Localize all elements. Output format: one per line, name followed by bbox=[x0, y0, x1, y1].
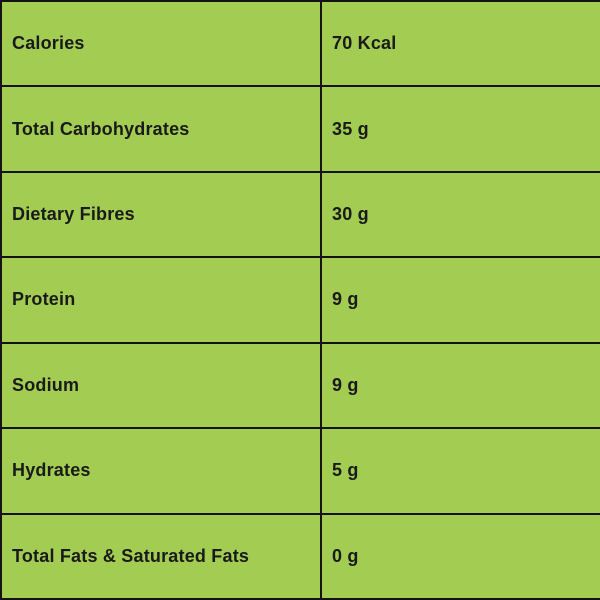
nutrient-label-cell: Dietary Fibres bbox=[0, 170, 322, 259]
nutrient-value-cell: 9 g bbox=[320, 256, 600, 344]
nutrient-label-cell: Total Fats & Saturated Fats bbox=[0, 512, 322, 600]
nutrient-label-cell: Sodium bbox=[0, 341, 322, 430]
nutrient-value-cell: 9 g bbox=[320, 341, 600, 430]
table-row: Total Fats & Saturated Fats 0 g bbox=[0, 512, 600, 600]
table-row: Calories 70 Kcal bbox=[0, 0, 600, 88]
nutrient-value-cell: 35 g bbox=[320, 85, 600, 173]
nutrient-label-cell: Total Carbohydrates bbox=[0, 85, 322, 173]
table-row: Dietary Fibres 30 g bbox=[0, 170, 600, 259]
table-row: Hydrates 5 g bbox=[0, 427, 600, 515]
nutrient-value-cell: 5 g bbox=[320, 427, 600, 515]
nutrient-value-cell: 0 g bbox=[320, 512, 600, 600]
nutrient-value-cell: 30 g bbox=[320, 170, 600, 259]
nutrient-label-cell: Protein bbox=[0, 256, 322, 344]
table-row: Total Carbohydrates 35 g bbox=[0, 85, 600, 173]
nutrient-label-cell: Calories bbox=[0, 0, 322, 88]
table-row: Sodium 9 g bbox=[0, 341, 600, 430]
nutrient-value-cell: 70 Kcal bbox=[320, 0, 600, 88]
table-row: Protein 9 g bbox=[0, 256, 600, 344]
nutrient-label-cell: Hydrates bbox=[0, 427, 322, 515]
